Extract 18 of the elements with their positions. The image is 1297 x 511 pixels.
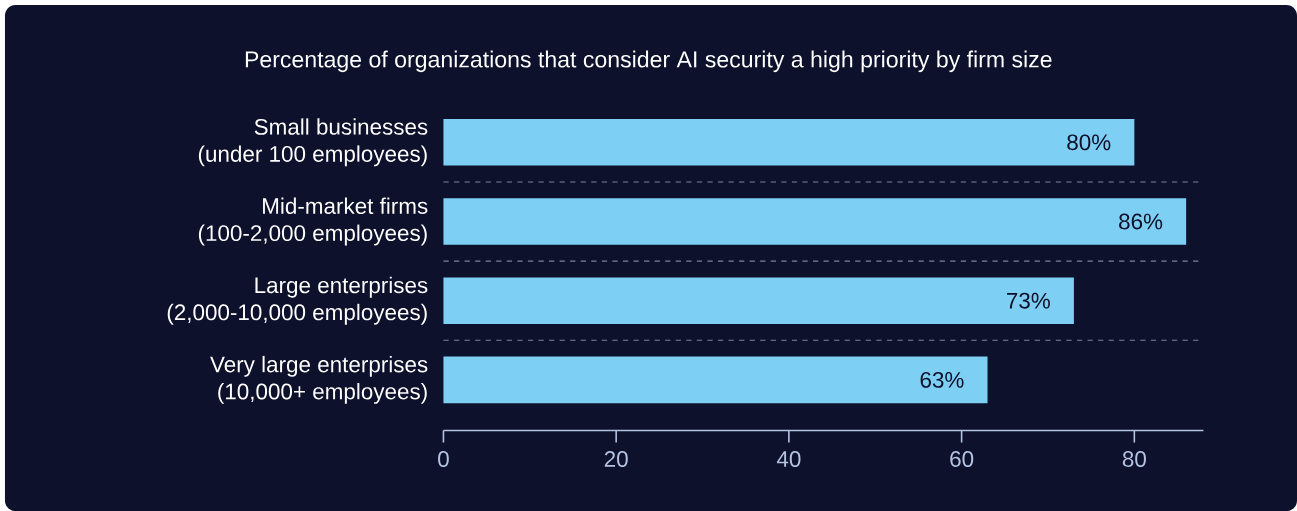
bar xyxy=(443,198,1187,245)
y-tick-label: Mid-market firms (100-2,000 employees) xyxy=(198,197,428,246)
x-tick-label: 20 xyxy=(604,451,628,467)
bar xyxy=(443,119,1135,166)
x-tick-label: 60 xyxy=(950,451,974,467)
data-label: 80% xyxy=(1067,134,1111,151)
x-tick-label: 0 xyxy=(438,451,449,467)
data-label: 63% xyxy=(920,371,964,388)
bar xyxy=(443,277,1074,324)
x-tick-label: 80 xyxy=(1122,451,1146,467)
chart-title: Percentage of organizations that consider AI security a high priority by firm size xyxy=(245,50,1052,73)
data-label: 86% xyxy=(1119,213,1163,230)
y-tick-label: Large enterprises (2,000-10,000 employees) xyxy=(167,276,428,325)
x-tick-label: 40 xyxy=(776,451,801,467)
y-tick-label: Very large enterprises (10,000+ employees) xyxy=(210,355,428,404)
bar xyxy=(443,356,988,404)
y-tick-label: Small businesses (under 100 employees) xyxy=(198,118,428,167)
data-label: 73% xyxy=(1007,292,1050,309)
